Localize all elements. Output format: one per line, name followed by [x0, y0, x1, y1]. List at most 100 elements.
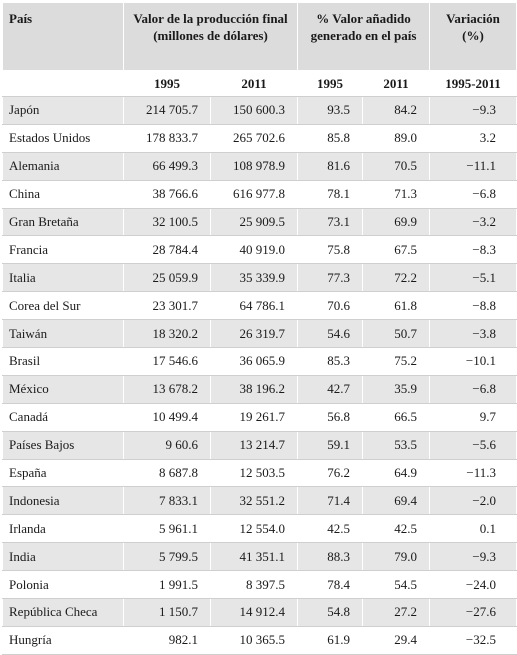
cell-country: Corea del Sur	[2, 291, 124, 321]
cell-country: Hungría	[2, 625, 124, 655]
cell-variation: −9.3	[429, 542, 517, 572]
year-row: 1995 2011 1995 2011 1995-2011	[2, 70, 517, 97]
cell-production-1995: 8 687.8	[123, 458, 211, 488]
table-row: Canadá 10 499.4 19 261.7 56.8 66.5 9.7	[2, 402, 517, 432]
table-row: Indonesia 7 833.1 32 551.2 71.4 69.4 −2.0	[2, 486, 517, 516]
year-production-2011: 2011	[210, 70, 298, 97]
cell-variation: −11.3	[429, 458, 517, 488]
cell-value-1995: 73.1	[297, 207, 363, 237]
header-variation: Variación (%)	[429, 2, 517, 71]
cell-production-1995: 982.1	[123, 625, 211, 655]
cell-production-1995: 32 100.5	[123, 207, 211, 237]
cell-production-2011: 108 978.9	[210, 151, 298, 181]
cell-production-1995: 5 799.5	[123, 542, 211, 572]
cell-value-1995: 77.3	[297, 263, 363, 293]
cell-country: Japón	[2, 96, 124, 125]
table-row: Hungría 982.1 10 365.5 61.9 29.4 −32.5	[2, 625, 517, 655]
cell-variation: −3.2	[429, 207, 517, 237]
cell-value-2011: 69.9	[362, 207, 430, 237]
cell-production-1995: 9 60.6	[123, 430, 211, 460]
cell-value-2011: 35.9	[362, 374, 430, 404]
cell-production-2011: 8 397.5	[210, 570, 298, 600]
table-row: Italia 25 059.9 35 339.9 77.3 72.2 −5.1	[2, 263, 517, 293]
cell-value-2011: 29.4	[362, 625, 430, 655]
table-row: Gran Bretaña 32 100.5 25 909.5 73.1 69.9 −3.2	[2, 207, 517, 237]
cell-value-2011: 64.9	[362, 458, 430, 488]
cell-variation: −5.1	[429, 263, 517, 293]
cell-country: Italia	[2, 263, 124, 293]
cell-value-1995: 54.8	[297, 598, 363, 627]
table-row: Países Bajos 9 60.6 13 214.7 59.1 53.5 −5.6	[2, 430, 517, 460]
cell-variation: −8.8	[429, 291, 517, 321]
cell-production-2011: 12 554.0	[210, 514, 298, 544]
cell-value-1995: 93.5	[297, 96, 363, 125]
cell-production-1995: 18 320.2	[123, 319, 211, 349]
cell-value-1995: 54.6	[297, 319, 363, 349]
cell-country: Francia	[2, 235, 124, 265]
cell-value-1995: 59.1	[297, 430, 363, 460]
cell-variation: −2.0	[429, 486, 517, 516]
cell-value-1995: 78.1	[297, 179, 363, 209]
cell-value-2011: 66.5	[362, 402, 430, 432]
cell-value-2011: 71.3	[362, 179, 430, 209]
cell-value-1995: 71.4	[297, 486, 363, 516]
cell-production-2011: 40 919.0	[210, 235, 298, 265]
cell-production-2011: 19 261.7	[210, 402, 298, 432]
cell-variation: −9.3	[429, 96, 517, 125]
cell-country: Países Bajos	[2, 430, 124, 460]
cell-production-1995: 5 961.1	[123, 514, 211, 544]
cell-production-2011: 35 339.9	[210, 263, 298, 293]
cell-value-1995: 42.7	[297, 374, 363, 404]
cell-variation: −32.5	[429, 625, 517, 655]
cell-variation: −5.6	[429, 430, 517, 460]
header-row: País Valor de la producción final (millo…	[2, 2, 517, 71]
table-row: Corea del Sur 23 301.7 64 786.1 70.6 61.8 −8.…	[2, 291, 517, 321]
cell-production-1995: 38 766.6	[123, 179, 211, 209]
cell-production-2011: 14 912.4	[210, 598, 298, 627]
cell-country: Taiwán	[2, 319, 124, 349]
cell-value-1995: 85.3	[297, 347, 363, 376]
cell-value-1995: 42.5	[297, 514, 363, 544]
cell-production-2011: 150 600.3	[210, 96, 298, 125]
cell-value-2011: 72.2	[362, 263, 430, 293]
cell-value-2011: 75.2	[362, 347, 430, 376]
cell-variation: −6.8	[429, 179, 517, 209]
cell-production-2011: 36 065.9	[210, 347, 298, 376]
cell-value-2011: 54.5	[362, 570, 430, 600]
cell-production-1995: 178 833.7	[123, 123, 211, 153]
cell-variation: −11.1	[429, 151, 517, 181]
table-row: Irlanda 5 961.1 12 554.0 42.5 42.5 0.1	[2, 514, 517, 544]
cell-production-2011: 12 503.5	[210, 458, 298, 488]
cell-value-2011: 50.7	[362, 319, 430, 349]
cell-value-2011: 89.0	[362, 123, 430, 153]
cell-country: Brasil	[2, 347, 124, 376]
cell-variation: −27.6	[429, 598, 517, 627]
cell-country: Estados Unidos	[2, 123, 124, 153]
cell-country: Canadá	[2, 402, 124, 432]
cell-value-2011: 27.2	[362, 598, 430, 627]
header-production: Valor de la producción final (millones d…	[123, 2, 298, 71]
cell-variation: −24.0	[429, 570, 517, 600]
header-country: País	[2, 2, 124, 71]
header-added-value: % Valor añadido generado en el país	[297, 2, 430, 71]
cell-production-1995: 1 150.7	[123, 598, 211, 627]
year-production-1995: 1995	[123, 70, 211, 97]
cell-value-2011: 79.0	[362, 542, 430, 572]
cell-production-1995: 17 546.6	[123, 347, 211, 376]
cell-production-1995: 214 705.7	[123, 96, 211, 125]
cell-production-2011: 38 196.2	[210, 374, 298, 404]
cell-country: México	[2, 374, 124, 404]
cell-production-2011: 41 351.1	[210, 542, 298, 572]
cell-variation: 3.2	[429, 123, 517, 153]
cell-production-1995: 13 678.2	[123, 374, 211, 404]
cell-variation: −3.8	[429, 319, 517, 349]
cell-production-2011: 32 551.2	[210, 486, 298, 516]
cell-production-1995: 1 991.5	[123, 570, 211, 600]
cell-country: Polonia	[2, 570, 124, 600]
table-row: Polonia 1 991.5 8 397.5 78.4 54.5 −24.0	[2, 570, 517, 600]
table-row: China 38 766.6 616 977.8 78.1 71.3 −6.8	[2, 179, 517, 209]
cell-production-2011: 25 909.5	[210, 207, 298, 237]
cell-production-2011: 616 977.8	[210, 179, 298, 209]
cell-production-1995: 7 833.1	[123, 486, 211, 516]
